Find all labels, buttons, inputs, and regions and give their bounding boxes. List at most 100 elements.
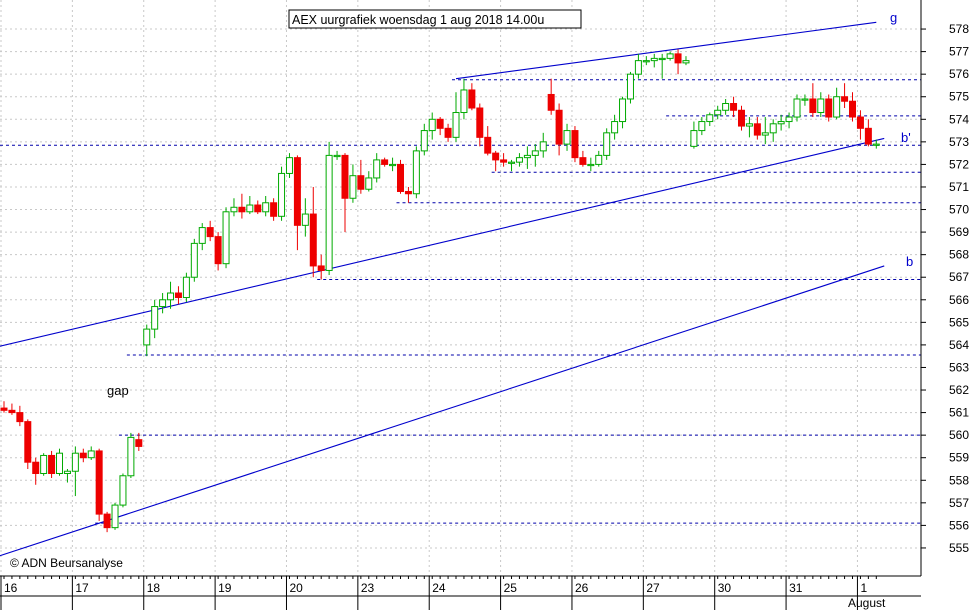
candle-up — [111, 504, 119, 529]
x-tick-label: 18 — [147, 581, 161, 595]
candle-down — [555, 109, 563, 145]
candle-down — [864, 127, 872, 145]
candle-up — [222, 211, 230, 265]
x-tick-label: 26 — [575, 581, 589, 595]
candle-up — [87, 450, 95, 459]
x-tick-label: 23 — [361, 581, 375, 595]
month-label: August — [848, 596, 886, 610]
candle-up — [373, 159, 381, 179]
candle-down — [135, 439, 143, 447]
candle-down — [24, 421, 32, 463]
candle-up — [785, 116, 793, 123]
candle-up — [285, 157, 293, 174]
candle-up — [167, 292, 175, 301]
candle-up — [143, 328, 151, 346]
candle-down — [48, 454, 56, 475]
y-tick-label: 560 — [949, 428, 969, 442]
candle-down — [492, 152, 500, 161]
candle-up — [333, 154, 341, 158]
candle-up — [650, 57, 658, 62]
candle-up — [523, 154, 531, 159]
candle-up — [301, 213, 309, 226]
x-tick-label: 1 — [860, 581, 867, 595]
x-tick-label: 16 — [4, 581, 18, 595]
candle-up — [452, 112, 460, 138]
y-tick-label: 564 — [949, 338, 969, 352]
candle-up — [40, 454, 48, 475]
y-tick-label: 575 — [949, 90, 969, 104]
candle-down — [397, 163, 404, 192]
candle-up — [698, 121, 706, 132]
candle-up — [198, 227, 206, 244]
y-tick-label: 574 — [949, 112, 969, 126]
candle-up — [508, 161, 516, 164]
candle-down — [753, 123, 761, 136]
title-box — [288, 9, 582, 29]
trendlines — [0, 21, 885, 557]
y-tick-label: 568 — [949, 248, 969, 262]
x-tick-label: 31 — [789, 581, 803, 595]
candle-down — [270, 202, 278, 217]
candle-down — [674, 53, 682, 64]
candle-up — [460, 89, 468, 114]
candle-up — [428, 118, 436, 132]
x-tick-label: 17 — [75, 581, 89, 595]
y-tick-label: 576 — [949, 67, 969, 81]
trendline — [0, 137, 885, 347]
candle-up — [714, 109, 722, 116]
y-tick-label: 567 — [949, 270, 969, 284]
gap-label: gap — [107, 383, 129, 398]
candle-up — [182, 276, 190, 299]
candle-down — [856, 116, 864, 129]
y-tick-label: 566 — [949, 293, 969, 307]
copyright: © ADN Beursanalyse — [10, 556, 123, 570]
trendline-g-label: g — [890, 10, 897, 25]
candle-down — [849, 100, 857, 118]
y-tick-label: 572 — [949, 157, 969, 171]
y-tick-label: 563 — [949, 360, 969, 374]
y-tick-label: 570 — [949, 203, 969, 217]
y-tick-label: 571 — [949, 180, 969, 194]
x-tick-label: 30 — [718, 581, 732, 595]
candle-up — [801, 98, 809, 101]
candle-up — [817, 98, 825, 114]
candle-down — [381, 159, 389, 165]
candle-up — [563, 130, 571, 145]
candle-up — [611, 121, 619, 134]
candle-down — [484, 136, 492, 154]
candle-up — [349, 175, 357, 199]
y-tick-label: 558 — [949, 473, 969, 487]
y-tick-label: 565 — [949, 315, 969, 329]
candle-up — [626, 73, 634, 100]
y-tick-label: 569 — [949, 225, 969, 239]
candle-down — [16, 412, 24, 423]
candle-down — [95, 450, 103, 515]
candle-up — [833, 96, 841, 118]
candle-down — [293, 157, 301, 226]
candle-up — [769, 123, 777, 134]
candle-down — [214, 236, 222, 265]
candle-up — [539, 141, 547, 152]
x-tick-label: 19 — [218, 581, 232, 595]
y-axis: 555 556 557 558 559 560 561 562 563 564 565 566 567 5… — [920, 0, 969, 576]
candle-up — [706, 114, 714, 123]
candle-up — [872, 143, 880, 146]
y-tick-label: 559 — [949, 451, 969, 465]
candle-down — [809, 98, 817, 114]
x-tick-label: 24 — [432, 581, 446, 595]
candle-up — [56, 452, 64, 475]
y-tick-label: 573 — [949, 135, 969, 149]
candle-down — [825, 98, 833, 118]
candle-up — [151, 306, 159, 330]
candle-up — [71, 452, 79, 472]
candles — [0, 49, 880, 533]
grid — [0, 0, 921, 576]
candle-up — [690, 130, 698, 147]
candle-up — [745, 123, 753, 127]
candle-down — [547, 93, 555, 111]
candle-down — [841, 96, 849, 102]
y-tick-label: 555 — [949, 541, 969, 555]
candle-up — [119, 475, 127, 506]
plot-background — [0, 0, 921, 576]
candle-up — [658, 57, 666, 61]
